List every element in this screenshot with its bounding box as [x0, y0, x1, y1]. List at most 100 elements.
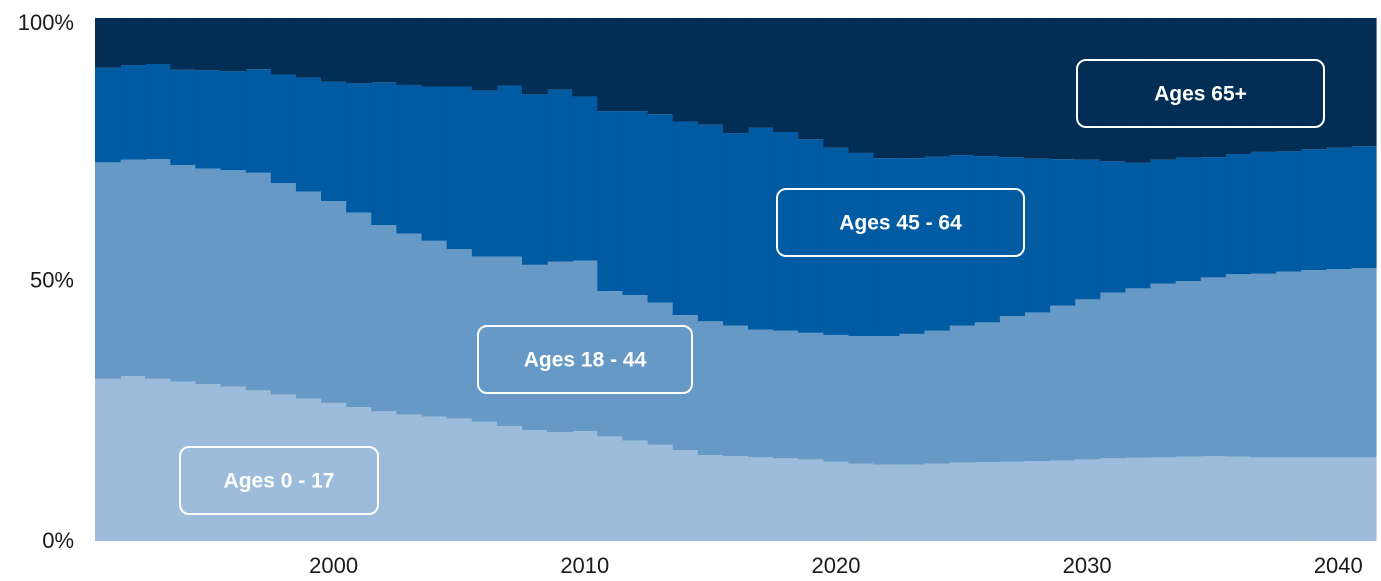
series-label: Ages 65+: [1076, 59, 1325, 128]
area-segment: [999, 157, 1025, 317]
area-segment: [120, 65, 146, 160]
area-segment: [848, 335, 875, 464]
area-segment: [597, 111, 624, 291]
area-segment: [597, 436, 624, 541]
series-labels: Ages 0 - 17 Ages 18 - 44 Ages 45 - 64 Ages …: [179, 59, 1325, 515]
area-segment: [572, 18, 598, 97]
area-segment: [823, 18, 850, 148]
area-segment: [346, 83, 372, 213]
area-segment: [170, 164, 197, 382]
area-segment: [1225, 456, 1252, 541]
area-segment: [522, 430, 548, 541]
area-segment: [1149, 18, 1176, 160]
area-segment: [220, 170, 247, 387]
area-segment: [572, 260, 598, 432]
area-segment: [1200, 157, 1226, 278]
area-segment: [95, 162, 121, 379]
series-label-box: [179, 446, 379, 515]
area-segment: [898, 158, 925, 334]
area-segment: [974, 322, 1000, 463]
area-segment: [773, 458, 799, 541]
area-segment: [949, 18, 975, 156]
area-segment: [572, 96, 598, 261]
area-segment: [1350, 146, 1377, 268]
area-segment: [1250, 18, 1277, 152]
area-segment: [421, 240, 448, 417]
area-segment: [496, 85, 523, 257]
area-segment: [547, 89, 573, 262]
area-segment: [321, 81, 347, 202]
area-segment: [647, 302, 674, 445]
area-segment: [295, 398, 322, 541]
area-segment: [798, 459, 825, 541]
area-segment: [371, 225, 398, 412]
area-segment: [346, 212, 372, 408]
area-segment: [446, 249, 473, 419]
area-segment: [672, 450, 699, 541]
area-segment: [999, 316, 1025, 462]
area-segment: [245, 172, 272, 391]
area-segment: [974, 156, 1000, 323]
area-segment: [647, 444, 674, 541]
area-segment: [1250, 457, 1277, 541]
area-segment: [1074, 159, 1101, 300]
area-segment: [245, 69, 272, 173]
area-segment: [622, 295, 649, 441]
area-segment: [396, 233, 423, 415]
area-segment: [622, 111, 649, 296]
area-segment: [471, 18, 498, 91]
area-segment: [1099, 18, 1126, 162]
x-tick-label: 2020: [812, 553, 861, 578]
area-segment: [572, 431, 598, 541]
area-segment: [547, 261, 573, 433]
area-segment: [471, 256, 498, 422]
area-segment: [245, 18, 272, 70]
area-segment: [145, 18, 171, 65]
area-segment: [1175, 456, 1201, 541]
area-segment: [245, 390, 272, 541]
area-segment: [396, 414, 423, 541]
area-segment: [1325, 18, 1352, 148]
area-segment: [697, 18, 724, 125]
area-segment: [321, 402, 347, 541]
area-segment: [622, 18, 649, 112]
area-segment: [823, 147, 850, 335]
area-segment: [195, 70, 222, 169]
area-segment: [1275, 457, 1302, 541]
area-segment: [1350, 18, 1377, 147]
area-segment: [1325, 457, 1352, 541]
area-segment: [1225, 274, 1252, 457]
area-segment: [195, 18, 222, 71]
area-segment: [798, 139, 825, 333]
area-segment: [1049, 305, 1076, 461]
area-segment: [421, 416, 448, 541]
area-segment: [1200, 456, 1226, 541]
area-segment: [145, 159, 171, 379]
area-segment: [622, 440, 649, 541]
area-segment: [1200, 18, 1226, 158]
x-tick-label: 2040: [1314, 553, 1363, 578]
y-tick-label: 0%: [42, 528, 74, 553]
area-segment: [1074, 459, 1101, 541]
area-segment: [446, 18, 473, 87]
area-segment: [773, 330, 799, 459]
area-segment: [1325, 269, 1352, 458]
area-segment: [949, 325, 975, 463]
area-segment: [522, 18, 548, 95]
area-segment: [672, 315, 699, 450]
area-segment: [1024, 312, 1051, 461]
area-segment: [1049, 18, 1076, 160]
area-segment: [220, 18, 247, 72]
area-segment: [220, 71, 247, 171]
area-segment: [1250, 151, 1277, 274]
area-segment: [999, 18, 1025, 158]
area-segment: [873, 158, 900, 336]
area-segment: [496, 18, 523, 86]
area-segment: [748, 329, 774, 458]
area-segment: [873, 335, 900, 465]
area-segment: [120, 376, 146, 541]
series-4: [95, 18, 1377, 163]
area-segment: [1124, 288, 1151, 458]
area-segment: [697, 321, 724, 456]
area-segment: [547, 18, 573, 90]
